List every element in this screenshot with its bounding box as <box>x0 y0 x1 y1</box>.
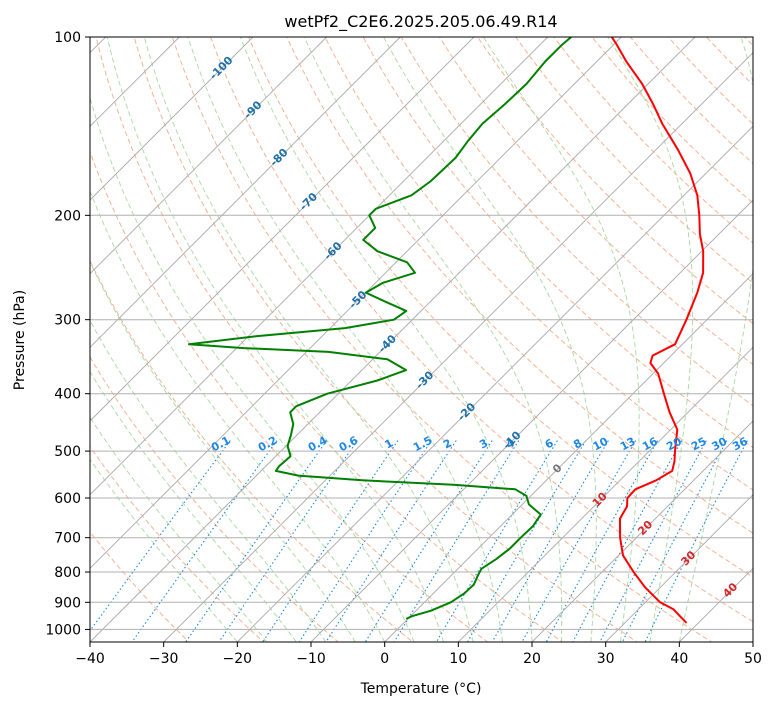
moist-adiabat <box>90 458 238 642</box>
chart-title: wetPf2_C2E6.2025.205.06.49.R14 <box>284 12 557 32</box>
x-tick-label: 30 <box>597 651 615 667</box>
moist-adiabat <box>90 416 268 642</box>
moist-adiabat <box>143 37 474 642</box>
mixing-ratio-label: 30 <box>710 435 730 454</box>
dry-adiabat <box>90 150 489 642</box>
moist-adiabat <box>90 189 386 642</box>
mixing-ratio-line <box>262 440 399 642</box>
dry-adiabat <box>248 37 753 578</box>
y-tick-label: 1000 <box>45 622 81 638</box>
mixing-ratio-line <box>491 440 609 642</box>
mixing-ratio-line <box>185 440 328 642</box>
x-tick-label: 50 <box>744 651 762 667</box>
x-tick-label: −20 <box>223 651 253 667</box>
y-tick-label: 600 <box>54 491 81 507</box>
moist-adiabat <box>482 37 640 642</box>
dry-adiabat <box>210 37 753 623</box>
isotherm <box>90 37 549 496</box>
isotherm <box>457 346 753 642</box>
y-tick-label: 700 <box>54 531 81 547</box>
mixing-ratio-line <box>599 440 707 642</box>
mixing-ratio-line <box>435 440 558 642</box>
mixing-ratio-line <box>90 440 231 632</box>
y-tick-label: 400 <box>54 387 81 403</box>
moist-adiabat <box>383 37 597 642</box>
temperature-line <box>610 37 705 624</box>
moist-adiabats <box>90 37 753 642</box>
x-tick-label: −40 <box>75 651 105 667</box>
y-tick-label: 800 <box>54 565 81 581</box>
mixing-ratio-label: 25 <box>689 435 709 454</box>
dry-adiabat <box>90 259 414 642</box>
mixing-ratio-line <box>521 440 637 642</box>
moist-adiabat <box>187 37 503 642</box>
mixing-ratio-label: 36 <box>730 435 750 454</box>
dry-adiabat <box>133 37 638 642</box>
isotherm <box>605 493 753 642</box>
dry-adiabat <box>90 445 265 642</box>
y-tick-label: 200 <box>54 208 81 224</box>
isotherm <box>531 420 753 642</box>
profile-series <box>187 37 705 624</box>
moist-adiabat <box>303 37 563 642</box>
x-tick-label: 40 <box>670 651 688 667</box>
mixing-ratio-label: 10 <box>591 435 611 454</box>
moist-adiabat <box>239 37 533 642</box>
x-tick-label: 10 <box>449 651 467 667</box>
mixing-ratio-line <box>621 440 728 642</box>
moist-adiabat <box>106 37 445 642</box>
isotherm <box>90 37 622 570</box>
isotherm <box>310 199 753 642</box>
dry-adiabat <box>95 37 564 642</box>
pressure-gridlines <box>90 37 753 630</box>
y-tick-label: 900 <box>54 595 81 611</box>
dewpoint-line <box>187 37 572 620</box>
mixing-ratio-label: 20 <box>664 435 684 454</box>
dry-adiabat <box>286 37 753 534</box>
mixing-ratio-label: 16 <box>640 435 660 454</box>
x-axis-ticks: −40 −30 −20 −10 0 10 20 30 40 50 <box>75 642 762 667</box>
plot-area: 0.1 0.2 0.4 0.6 1 1.5 2 3 4 6 8 10 13 16 20 25 30 36-100-… <box>90 37 753 642</box>
isotherm <box>90 37 696 642</box>
y-axis-title: Pressure (hPa) <box>12 290 28 390</box>
isotherm <box>384 272 753 642</box>
y-tick-label: 500 <box>54 444 81 460</box>
dry-adiabat <box>362 37 753 449</box>
mixing-ratio-line <box>644 440 748 642</box>
moist-adiabat <box>90 319 327 642</box>
isotherm <box>90 37 475 422</box>
dry-adiabat <box>171 37 713 642</box>
moist-adiabat <box>90 260 356 642</box>
y-tick-label: 100 <box>54 30 81 46</box>
isotherm <box>90 37 254 201</box>
x-tick-label: 0 <box>380 651 389 667</box>
y-axis-ticks: 100 200 300 400 500 600 700 800 900 1000 <box>45 30 90 638</box>
plot-frame <box>89 36 754 643</box>
mixing-ratio-line <box>545 440 659 642</box>
isotherms <box>90 37 753 642</box>
isotherm <box>90 37 401 349</box>
mixing-ratio-line <box>298 440 432 642</box>
moist-adiabat <box>678 37 753 642</box>
x-tick-label: 20 <box>523 651 541 667</box>
mixing-ratio-label: 13 <box>618 435 638 454</box>
isotherm <box>90 37 328 275</box>
dry-adiabat <box>324 37 753 491</box>
dry-adiabat <box>515 37 753 284</box>
x-axis-title: Temperature (°C) <box>360 681 482 697</box>
x-tick-label: −10 <box>296 651 326 667</box>
isotherm <box>236 125 753 642</box>
x-tick-label: −30 <box>149 651 179 667</box>
mixing-ratio-line <box>466 440 587 642</box>
y-tick-label: 300 <box>54 313 81 329</box>
isotherm <box>163 51 753 642</box>
